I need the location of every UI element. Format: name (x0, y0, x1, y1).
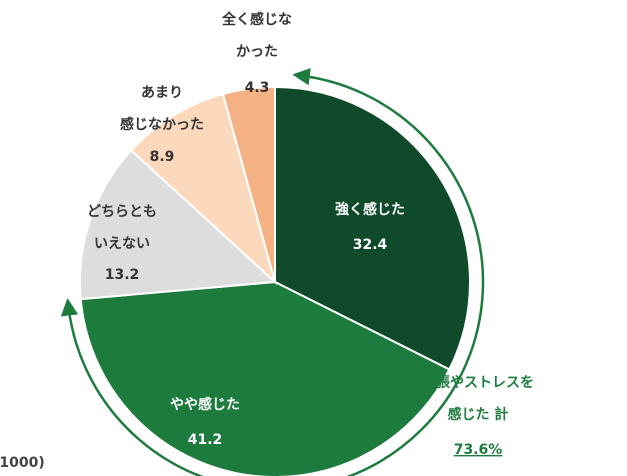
slice-label: あまり (141, 85, 183, 101)
slice-label: 強く感じた (335, 201, 405, 218)
pie-slice (79, 280, 451, 476)
slice-value: 4.3 (245, 80, 270, 96)
sample-note: (n=1000) (0, 455, 45, 471)
slice-label: やや感じた (170, 396, 240, 413)
slice-value: 41.2 (188, 432, 223, 448)
slice-label: 全く感じな (221, 11, 292, 28)
annotation: 緊張やストレスを (422, 374, 534, 391)
slice-value: 32.4 (353, 237, 388, 253)
slice-value: 13.2 (105, 267, 140, 283)
annotation: 感じた 計 (448, 406, 509, 423)
slice-label: 感じなかった (120, 116, 204, 133)
pie-slice (274, 85, 471, 371)
annotation: 73.6% (454, 442, 503, 458)
slice-label: いえない (94, 236, 150, 252)
slice-value: 8.9 (150, 149, 175, 165)
total-arrow (60, 68, 485, 476)
slice-label: どちらとも (87, 204, 157, 220)
slice-label: かった (236, 44, 278, 60)
